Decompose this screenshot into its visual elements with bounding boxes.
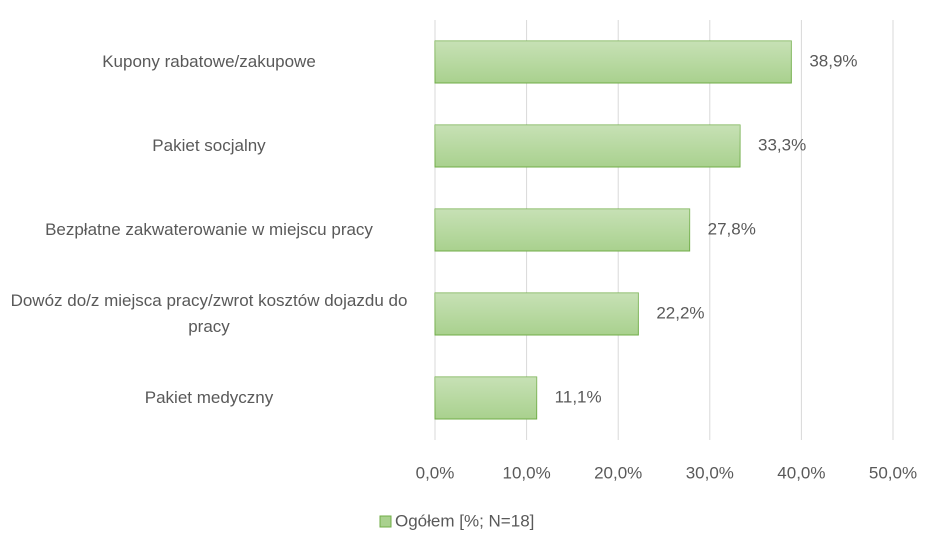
value-label: 27,8%: [708, 219, 756, 238]
y-tick-label: Bezpłatne zakwaterowanie w miejscu pracy: [45, 220, 373, 239]
value-label: 11,1%: [555, 387, 602, 406]
value-label: 22,2%: [656, 303, 704, 322]
x-tick-label: 50,0%: [869, 463, 917, 482]
y-tick-label: Pakiet socjalny: [152, 136, 266, 155]
bar-sheen: [435, 125, 741, 167]
y-tick-label: Dowóz do/z miejsca pracy/zwrot kosztów d…: [10, 291, 408, 336]
x-tick-label: 10,0%: [502, 463, 550, 482]
x-tick-label: 0,0%: [416, 463, 455, 482]
bar-sheen: [435, 209, 690, 251]
legend-swatch: [379, 515, 392, 528]
bar-sheen: [435, 41, 792, 83]
y-tick-label: Kupony rabatowe/zakupowe: [102, 52, 316, 71]
value-label: 38,9%: [809, 51, 857, 70]
x-tick-label: 30,0%: [686, 463, 734, 482]
legend-label: Ogółem [%; N=18]: [395, 511, 534, 530]
bar-sheen: [435, 293, 639, 335]
value-label: 33,3%: [758, 135, 806, 154]
x-tick-label: 20,0%: [594, 463, 642, 482]
y-tick-label: Pakiet medyczny: [144, 388, 274, 407]
bar-sheen: [435, 377, 537, 419]
x-tick-label: 40,0%: [777, 463, 825, 482]
